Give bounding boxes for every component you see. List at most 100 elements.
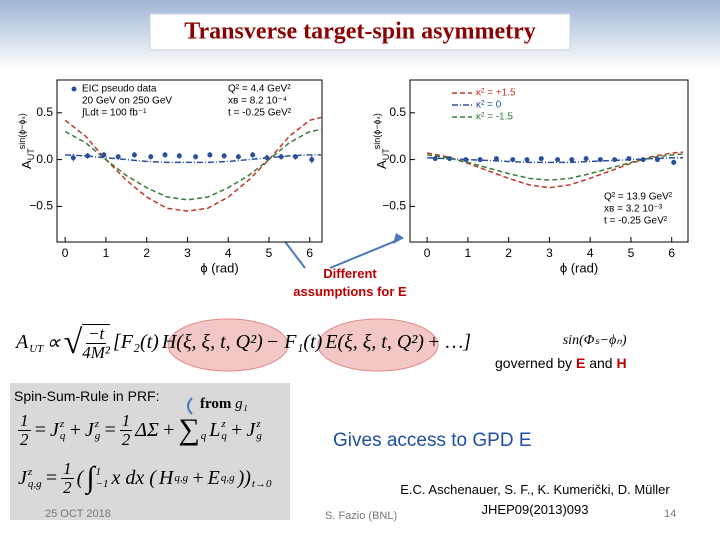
arrow xyxy=(187,397,193,415)
data-point xyxy=(85,153,91,159)
scripts: q xyxy=(201,418,207,442)
governed-note: sin(Φₛ−ϕₙ) governed by E and H xyxy=(495,330,627,374)
scripts: 1 −1 xyxy=(96,466,109,490)
superscript: z xyxy=(256,418,261,431)
x-tick-label: 1 xyxy=(103,246,110,260)
sum-rule-title: Spin-Sum-Rule in PRF: xyxy=(14,388,160,404)
subscript: q xyxy=(200,430,207,443)
data-point xyxy=(597,157,603,163)
data-point xyxy=(432,156,438,162)
script-term: ∫ 1 −1 xyxy=(86,461,108,495)
eq-term: = xyxy=(103,418,117,441)
x-tick-label: 5 xyxy=(266,246,273,260)
annotation: xʙ = 8.2 10⁻⁴ xyxy=(228,96,287,107)
title-box xyxy=(149,13,571,51)
text: governed by xyxy=(495,355,573,371)
denominator: 2 xyxy=(20,429,29,449)
data-point xyxy=(70,155,76,161)
text: and xyxy=(589,355,613,371)
data-point xyxy=(176,153,182,159)
x-tick-label: 3 xyxy=(546,246,553,260)
legend-label: EIC pseudo data xyxy=(82,84,157,95)
base: ∑ xyxy=(178,413,200,447)
annotation: t = -0.25 GeV² xyxy=(228,108,292,119)
data-point xyxy=(555,157,561,163)
fraction: √ −t 4M² xyxy=(64,324,111,362)
denominator: 2 xyxy=(121,429,131,449)
ref-line: E.C. Aschenauer, S. F., K. Kumerički, D.… xyxy=(400,482,670,497)
legend-text: 20 GeV on 250 GeV xyxy=(82,96,172,107)
base: J xyxy=(84,418,94,441)
base: L xyxy=(209,418,221,441)
subscript: g xyxy=(256,430,262,443)
slide-title: Transverse target-spin asymmetry xyxy=(184,19,535,45)
data-point xyxy=(583,156,589,162)
x-tick-label: 0 xyxy=(424,246,431,260)
denominator: 2 xyxy=(63,477,72,497)
access-note: Gives access to GPD E xyxy=(333,430,532,451)
base: J xyxy=(246,418,256,441)
arrow xyxy=(329,239,399,269)
annotation: Q² = 4.4 GeV² xyxy=(228,84,291,95)
data-point xyxy=(477,157,483,163)
data-point xyxy=(447,156,453,162)
base: J xyxy=(18,466,27,489)
data-point xyxy=(612,157,618,163)
subscript: q,g xyxy=(27,478,42,491)
y-tick-label: −0.5 xyxy=(382,199,406,213)
x-tick-label: 6 xyxy=(668,246,675,260)
x-tick-label: 6 xyxy=(306,246,313,260)
modulation: sin(Φₛ−ϕₙ) xyxy=(562,333,627,348)
eq-term: − F₁(t) xyxy=(265,331,323,354)
eq-term: x dx ( xyxy=(111,466,156,489)
frac: −t 4M² xyxy=(82,324,111,362)
text: from xyxy=(200,396,232,412)
data-point xyxy=(493,156,499,162)
y-tick-label: −0.5 xyxy=(29,199,53,213)
e: E xyxy=(575,355,586,371)
asymmetry-formula: A UT ∝ √ −t 4M² [F₂(t) H(ξ, ξ, t, Q²) − F₁(t) E(ξ… xyxy=(16,324,471,362)
text: g₁ xyxy=(235,396,248,412)
numerator: 1 xyxy=(18,411,31,431)
x-tick-label: 2 xyxy=(505,246,512,260)
data-point xyxy=(101,152,107,158)
x-tick-label: 3 xyxy=(184,246,191,260)
x-tick-label: 2 xyxy=(143,246,150,260)
arrow-note-line: assumptions for E xyxy=(293,284,407,299)
y-axis-label: AUTsin(ϕ−ϕₛ) xyxy=(17,113,36,169)
h-highlight xyxy=(167,318,289,372)
x-tick-label: 1 xyxy=(465,246,472,260)
ref-line: JHEP09(2013)093 xyxy=(481,502,589,517)
x-tick-label: 4 xyxy=(225,246,232,260)
x-axis-label: ϕ (rad) xyxy=(200,260,238,275)
data-point xyxy=(250,152,256,158)
eq-term: + xyxy=(229,418,244,441)
eq-term: = xyxy=(33,418,48,441)
data-point xyxy=(162,152,168,158)
numerator: 1 xyxy=(61,459,74,479)
subscript: t→0 xyxy=(251,478,272,491)
eq-term: H(ξ, ξ, t, Q²) xyxy=(161,331,263,354)
legend-label: κ² = +1.5 xyxy=(476,88,516,99)
subscript: q xyxy=(59,430,66,443)
base: A xyxy=(16,331,29,354)
data-point xyxy=(654,157,660,163)
legend-text: ∫Ldt = 100 fb⁻¹ xyxy=(81,108,147,119)
arrow-note: Different assumptions for E xyxy=(290,265,410,301)
y-tick-label: 0.5 xyxy=(36,105,53,119)
data-point xyxy=(309,157,315,163)
footer-author: S. Fazio (BNL) xyxy=(325,510,398,522)
h: H xyxy=(616,355,627,371)
eq-term: [F₂(t) xyxy=(113,331,159,354)
sum-rule-box xyxy=(10,383,290,520)
data-point xyxy=(671,159,677,165)
